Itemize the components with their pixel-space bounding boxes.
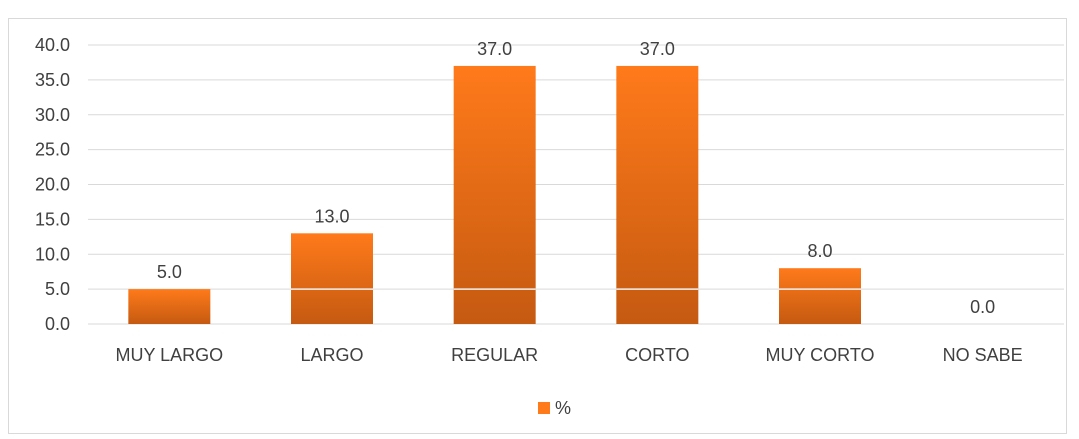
category-label: LARGO (300, 345, 363, 365)
bars (128, 65, 861, 325)
legend: % (538, 398, 571, 418)
y-tick-label: 20.0 (35, 175, 70, 195)
data-label: 0.0 (970, 297, 995, 317)
y-tick-label: 0.0 (45, 314, 70, 334)
category-label: MUY LARGO (115, 345, 223, 365)
y-tick-label: 5.0 (45, 279, 70, 299)
bar-muy-largo (128, 289, 211, 324)
y-tick-label: 30.0 (35, 105, 70, 125)
data-label: 37.0 (640, 39, 675, 59)
category-label: NO SABE (943, 345, 1023, 365)
category-label: CORTO (625, 345, 689, 365)
y-tick-label: 35.0 (35, 70, 70, 90)
bar-corto (616, 65, 699, 325)
chart-frame (8, 18, 1067, 434)
y-axis-ticks: 0.0 5.0 10.0 15.0 20.0 25.0 30.0 35.0 40.0 (35, 35, 70, 334)
gridlines (88, 44, 1064, 325)
y-tick-label: 10.0 (35, 244, 70, 264)
data-label: 8.0 (807, 241, 832, 261)
y-tick-label: 40.0 (35, 35, 70, 55)
bar-muy-corto (779, 268, 861, 324)
legend-swatch (538, 402, 550, 414)
bar-largo (291, 233, 373, 324)
y-tick-label: 15.0 (35, 209, 70, 229)
x-axis-categories: MUY LARGO LARGO REGULAR CORTO MUY CORTO NO SA… (115, 345, 1022, 365)
category-label: MUY CORTO (765, 345, 874, 365)
legend-label: % (555, 398, 571, 418)
bar-regular (453, 65, 536, 325)
data-label: 13.0 (314, 206, 349, 226)
y-tick-label: 25.0 (35, 140, 70, 160)
data-labels: 5.0 13.0 37.0 37.0 8.0 0.0 (157, 39, 995, 317)
category-label: REGULAR (451, 345, 538, 365)
data-label: 5.0 (157, 262, 182, 282)
data-label: 37.0 (477, 39, 512, 59)
